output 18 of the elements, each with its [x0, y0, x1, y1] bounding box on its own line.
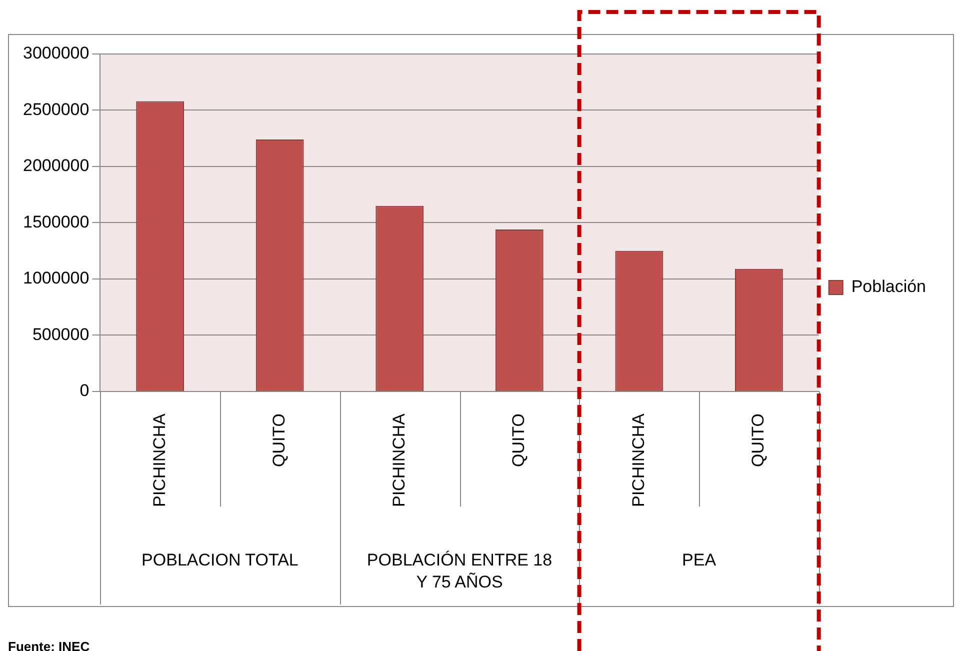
y-tick-label: 500000 — [32, 324, 90, 344]
x-tick-label: QUITO — [509, 413, 528, 468]
x-tick-label: PICHINCHA — [628, 412, 648, 508]
y-tick-label: 1000000 — [22, 268, 90, 288]
y-tick-label: 0 — [80, 381, 90, 400]
x-tick-label: PICHINCHA — [389, 412, 408, 508]
source-note: Fuente: INEC — [8, 639, 90, 651]
y-tick-label: 2000000 — [22, 156, 90, 176]
text: POBLACION TOTAL — [142, 550, 298, 570]
x-tick-label: QUITO — [270, 413, 289, 468]
x-tick-label: QUITO — [748, 413, 768, 468]
text: PEA — [682, 550, 717, 570]
y-tick-label: 3000000 — [22, 44, 90, 63]
y-tick-label: 2500000 — [22, 100, 90, 119]
x-tick-label: PICHINCHA — [150, 412, 169, 508]
y-tick-label: 1500000 — [22, 212, 90, 232]
text: POBLACIÓN ENTRE 18 Y 75 AÑOS — [366, 550, 552, 592]
legend-label: Población — [851, 277, 926, 296]
